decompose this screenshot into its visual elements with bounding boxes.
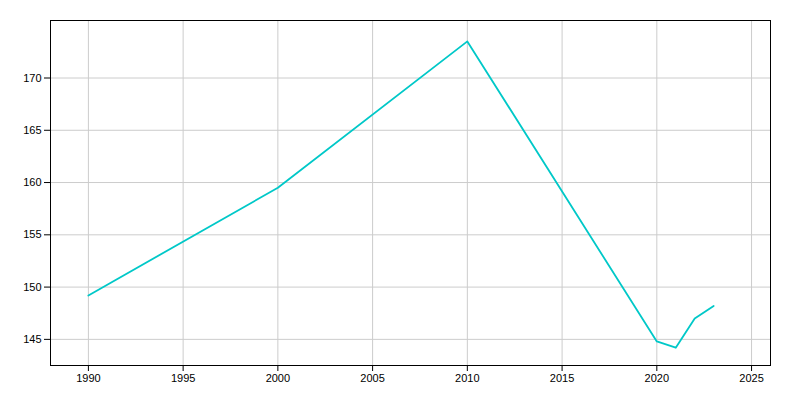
svg-text:1990: 1990	[76, 372, 100, 384]
svg-text:165: 165	[23, 124, 41, 136]
svg-text:2010: 2010	[455, 372, 479, 384]
svg-text:160: 160	[23, 176, 41, 188]
svg-text:170: 170	[23, 72, 41, 84]
svg-text:150: 150	[23, 281, 41, 293]
svg-text:2015: 2015	[550, 372, 574, 384]
svg-text:1995: 1995	[171, 372, 195, 384]
svg-text:2025: 2025	[739, 372, 763, 384]
svg-text:145: 145	[23, 333, 41, 345]
svg-text:2005: 2005	[360, 372, 384, 384]
svg-text:155: 155	[23, 228, 41, 240]
svg-text:2020: 2020	[645, 372, 669, 384]
svg-text:2000: 2000	[266, 372, 290, 384]
